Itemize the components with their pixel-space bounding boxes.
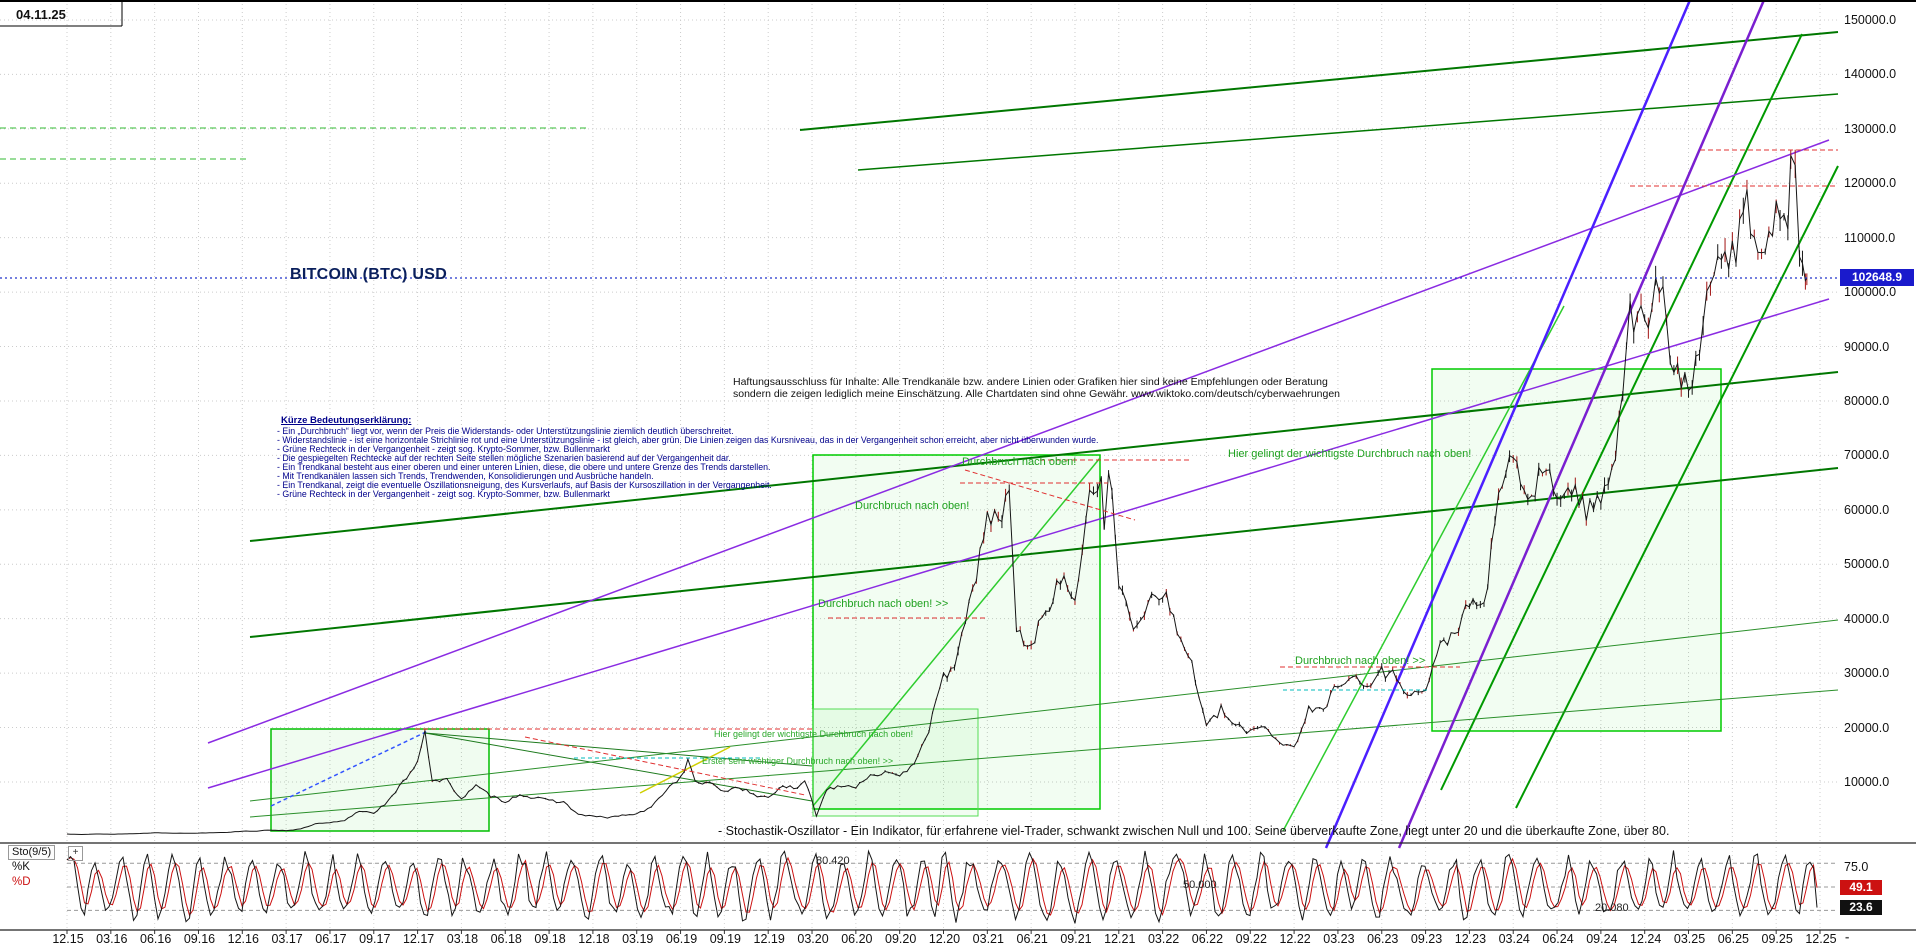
percent-k-label: %K [12, 861, 30, 873]
legend-line: - Grüne Rechteck in der Vergangenheit - … [277, 489, 610, 499]
x-axis-label: 03.23 [1323, 932, 1355, 946]
x-axis-label: 06.20 [841, 932, 873, 946]
indicator-add-button[interactable]: + [68, 846, 83, 861]
x-axis-label: 12.19 [753, 932, 785, 946]
stochastic-level-50-label: 50.000 [1183, 879, 1217, 891]
stochastic-k-value-badge: 23.6 [1840, 900, 1882, 915]
x-axis-label: 06.16 [140, 932, 172, 946]
stochastic-d-value-badge: 49.1 [1840, 880, 1882, 895]
legend-line: - Grüne Rechteck in der Vergangenheit - … [277, 444, 610, 454]
percent-d-label: %D [12, 876, 31, 888]
x-axis-label: 03.19 [622, 932, 654, 946]
legend-line: - Ein Trendkanal, zeigt die eventuelle O… [277, 480, 772, 490]
x-axis-label: 09.19 [709, 932, 741, 946]
breakout-annotation: Durchbruch nach oben! [962, 456, 1077, 468]
price-axis-label: 120000.0 [1844, 176, 1897, 191]
date-label: 04.11.25 [16, 7, 66, 22]
legend-line: - Ein „Durchbruch“ liegt vor, wenn der P… [277, 426, 734, 436]
x-axis-label: 09.16 [183, 932, 216, 946]
legend-line: - Widerstandslinie - ist eine horizontal… [277, 435, 1099, 445]
x-axis-label: 12.23 [1454, 932, 1487, 946]
x-axis-label: 06.25 [1717, 932, 1749, 946]
x-axis-label: 03.25 [1673, 932, 1706, 946]
x-axis-label: 09.25 [1761, 932, 1793, 946]
price-axis-label: 130000.0 [1844, 121, 1897, 136]
x-axis-label: 09.17 [359, 932, 391, 946]
x-axis-label: 12.18 [578, 932, 610, 946]
x-axis-label: 12.25 [1805, 932, 1837, 946]
x-axis-label: 09.21 [1060, 932, 1092, 946]
stochastic-level-20-label: 20.080 [1595, 902, 1629, 914]
price-axis-label: 30000.0 [1844, 666, 1890, 681]
price-axis-label: 80000.0 [1844, 393, 1890, 408]
x-axis-label: 03.17 [271, 932, 303, 946]
x-axis-label: 03.24 [1498, 932, 1530, 946]
x-axis-label: 06.21 [1016, 932, 1048, 946]
oscillator-description: - Stochastik-Oszillator - Ein Indikator,… [718, 824, 1670, 838]
x-axis-label: 06.17 [315, 932, 347, 946]
x-axis-label: 09.23 [1410, 932, 1443, 946]
breakout-annotation: Erster sehr wichtiger Durchbruch nach ob… [702, 756, 894, 766]
x-axis-label: 03.20 [797, 932, 829, 946]
price-axis-label: 40000.0 [1844, 611, 1890, 626]
price-axis-label: 50000.0 [1844, 557, 1890, 572]
x-axis-label: 12.16 [227, 932, 259, 946]
x-axis-label: 03.16 [96, 932, 128, 946]
legend-line: - Die gespiegelten Rechtecke auf der rec… [277, 453, 731, 463]
legend-line: - Ein Trendkanal besteht aus einer obere… [277, 462, 771, 472]
breakout-annotation: Durchbruch nach oben! >> [818, 598, 949, 610]
x-axis-label: 09.20 [885, 932, 917, 946]
current-price-badge: 102648.9 [1840, 269, 1914, 286]
disclaimer-line-1: Haftungsausschluss für Inhalte: Alle Tre… [733, 376, 1328, 388]
legend-line: - Mit Trendkanälen lassen sich Trends, T… [277, 471, 654, 481]
x-axis-label: 06.19 [665, 932, 698, 946]
price-axis-label: 20000.0 [1844, 720, 1890, 735]
x-axis-label: 12.22 [1279, 932, 1311, 946]
breakout-annotation: Hier gelingt der wichtigste Durchbruch n… [1228, 448, 1472, 460]
chart-title: BITCOIN (BTC) USD [290, 266, 448, 283]
x-axis-label: 06.23 [1367, 932, 1399, 946]
x-axis-label: 12.15 [52, 932, 84, 946]
x-axis-label: 06.18 [490, 932, 522, 946]
price-axis-label: 140000.0 [1844, 67, 1897, 82]
x-axis-label: 12.21 [1104, 932, 1136, 946]
legend-heading: Kürze Bedeutungserklärung: [281, 415, 412, 426]
breakout-annotation: Durchbruch nach oben! >> [1295, 655, 1426, 667]
x-axis-label: 09.18 [534, 932, 566, 946]
price-axis-label: 100000.0 [1844, 285, 1897, 300]
x-axis-label: 09.24 [1586, 932, 1618, 946]
x-axis-label: 03.22 [1147, 932, 1180, 946]
x-axis-label: 12.24 [1630, 932, 1662, 946]
x-axis-label: 06.22 [1191, 932, 1224, 946]
x-axis-label: 12.20 [928, 932, 961, 946]
price-axis-label: 90000.0 [1844, 339, 1890, 354]
breakout-annotation: Durchbruch nach oben! [855, 500, 970, 512]
price-axis-label: 110000.0 [1844, 230, 1896, 245]
scrollbar-dash[interactable]: - [1845, 929, 1850, 944]
x-axis-label: 06.24 [1542, 932, 1574, 946]
x-axis-label: 03.18 [446, 932, 479, 946]
price-axis-label: 10000.0 [1844, 774, 1890, 789]
stochastic-level-80-label: 80.420 [816, 855, 850, 867]
x-axis-label: 09.22 [1235, 932, 1267, 946]
price-axis-label: 60000.0 [1844, 502, 1890, 517]
x-axis-label: 03.21 [972, 932, 1004, 946]
x-axis-label: 12.17 [402, 932, 435, 946]
stochastic-indicator-button[interactable]: Sto(9/5) [8, 845, 56, 860]
price-axis-label: 70000.0 [1844, 448, 1890, 463]
stochastic-75-label: 75.0 [1844, 860, 1869, 874]
breakout-annotation: Hier gelingt der wichtigste Durchbruch n… [714, 729, 914, 739]
price-axis-label: 150000.0 [1844, 12, 1897, 27]
disclaimer-line-2: sondern die zeigen lediglich meine Einsc… [733, 388, 1341, 400]
